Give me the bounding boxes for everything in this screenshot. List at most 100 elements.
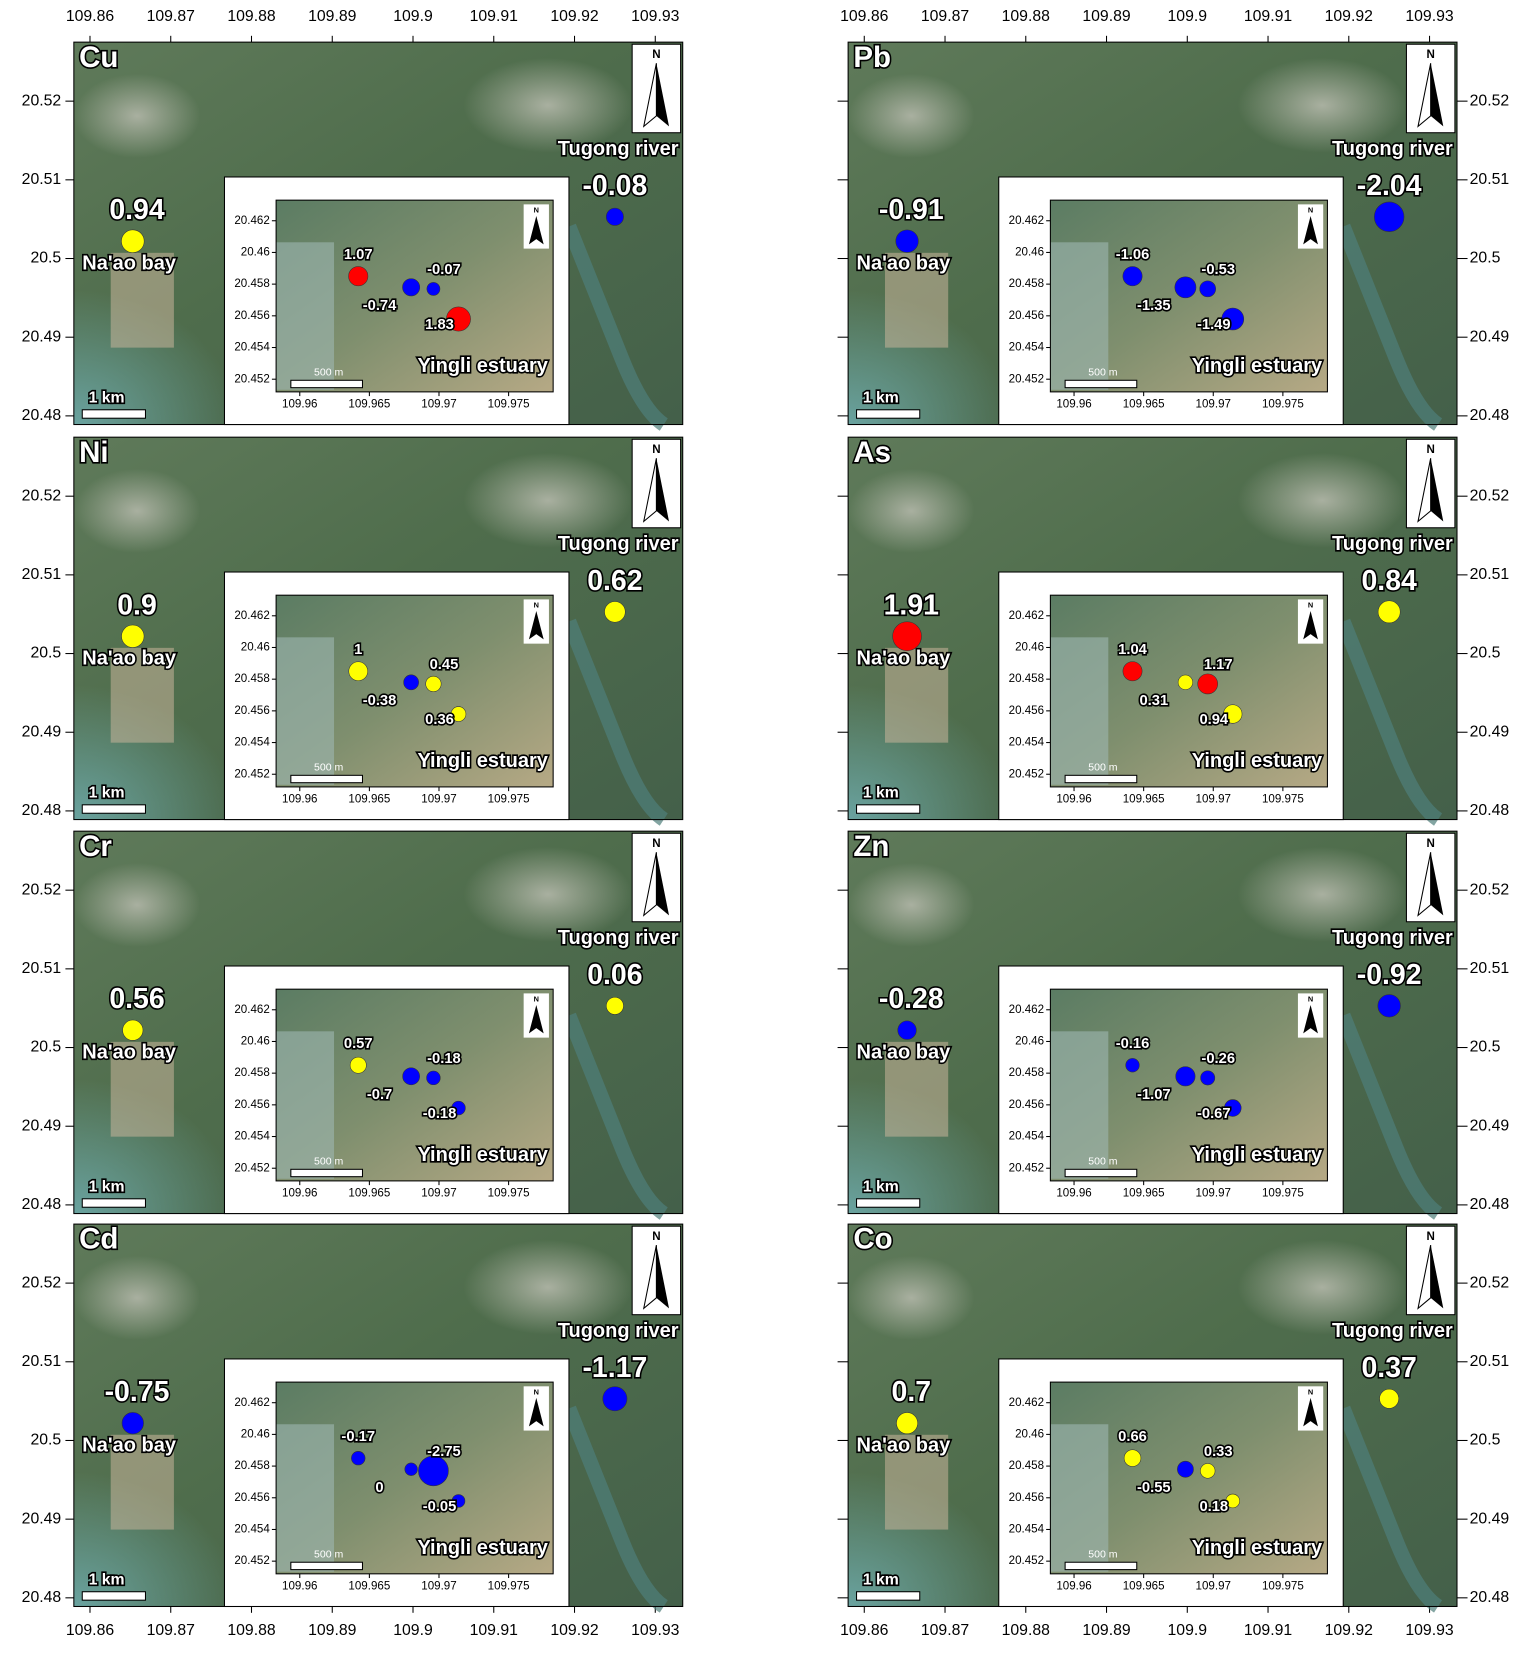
north-arrow xyxy=(1430,1245,1444,1309)
inset-value: 1.83 xyxy=(425,317,454,333)
inset-y-tick-label: 20.452 xyxy=(234,1555,269,1567)
inset-frame xyxy=(275,988,554,1182)
inset-marker xyxy=(446,306,471,332)
inset-value: 1 xyxy=(354,642,362,658)
inset-y-tick-label: 20.454 xyxy=(234,1131,270,1143)
inset-value: -1.35 xyxy=(1137,298,1171,314)
inset-value: 0.45 xyxy=(430,657,459,673)
site-value: 0.37 xyxy=(1361,1352,1416,1384)
inset-title: Yingli estuary xyxy=(1192,1537,1323,1559)
inset-y-tick-label: 20.456 xyxy=(234,310,269,322)
inset-value: -1.06 xyxy=(1116,247,1150,263)
scale-bar xyxy=(81,409,147,419)
x-tick-label: 109.88 xyxy=(1002,8,1051,25)
inset-marker xyxy=(1125,1058,1140,1073)
inset-north-arrow xyxy=(1303,1397,1318,1427)
inset-y-tick-label: 20.46 xyxy=(241,1428,270,1440)
inset-value: 1.04 xyxy=(1118,642,1147,658)
inset-y-tick-label: 20.458 xyxy=(234,1460,269,1472)
town-area xyxy=(463,1239,633,1335)
x-tick-label: 109.92 xyxy=(550,1622,598,1639)
sand-area xyxy=(110,647,174,743)
inset-north-label: N xyxy=(534,995,539,1004)
town-area xyxy=(848,468,975,554)
site-marker xyxy=(604,601,626,623)
site-value: 0.9 xyxy=(117,589,157,621)
inset-marker xyxy=(450,706,467,722)
inset-marker xyxy=(426,282,441,296)
town-area xyxy=(848,73,975,159)
inset-value: -0.07 xyxy=(427,262,461,278)
y-tick-label: 20.5 xyxy=(1470,645,1501,662)
inset-x-tick-label: 109.965 xyxy=(1123,1188,1165,1200)
inset-north-arrow xyxy=(528,1397,544,1427)
sand-area xyxy=(884,1434,949,1530)
inset-y-tick-label: 20.462 xyxy=(234,215,269,227)
inset-y-tick-label: 20.46 xyxy=(241,247,270,259)
inset-y-tick-label: 20.462 xyxy=(234,610,269,622)
inset-title: Yingli estuary xyxy=(1192,355,1323,377)
north-label: N xyxy=(652,444,660,456)
inset-value: 0.94 xyxy=(1199,712,1228,728)
inset-marker xyxy=(451,1100,466,1116)
town-area xyxy=(848,1255,975,1340)
inset-value: -0.26 xyxy=(1201,1051,1235,1067)
inset-y-tick-label: 20.452 xyxy=(234,1162,269,1174)
town-area xyxy=(1237,452,1407,548)
y-tick-label: 20.49 xyxy=(1470,723,1510,740)
site-label: Na'ao bay xyxy=(82,1435,177,1457)
inset-value: -0.38 xyxy=(363,693,397,709)
inset-frame xyxy=(275,199,554,393)
site-marker xyxy=(896,1412,918,1435)
inset-north-label: N xyxy=(534,206,539,215)
inset-frame xyxy=(275,1381,554,1575)
aquaculture-ponds xyxy=(276,1031,335,1179)
y-tick-label: 20.51 xyxy=(22,171,62,188)
site-marker xyxy=(895,229,919,253)
y-tick-label: 20.5 xyxy=(30,645,61,662)
inset-scale-bar xyxy=(1064,1561,1138,1571)
aquaculture-ponds xyxy=(1050,1031,1109,1179)
site-value: 0.56 xyxy=(109,983,164,1015)
town-area xyxy=(1237,846,1407,942)
scale-bar xyxy=(856,804,921,814)
x-tick-label: 109.93 xyxy=(1405,8,1454,25)
inset-marker xyxy=(351,1451,366,1466)
element-label: As xyxy=(853,436,891,469)
map-panel: Cu N 1 km Tugong river 0.94 -0.08 Na'ao bay N Yi… xyxy=(73,39,684,431)
inset-value: -0.67 xyxy=(1197,1106,1231,1122)
inset-scale-label: 500 m xyxy=(314,1549,343,1561)
inset-y-tick-label: 20.46 xyxy=(1015,1036,1044,1048)
element-label: Ni xyxy=(79,436,109,469)
inset-value: 1.07 xyxy=(344,247,373,263)
inset-north-label: N xyxy=(1308,601,1313,610)
site-marker xyxy=(602,1386,628,1412)
inset-x-tick-label: 109.97 xyxy=(421,1188,456,1200)
inset-x-tick-label: 109.975 xyxy=(488,794,530,806)
inset-value: 0.36 xyxy=(425,712,454,728)
inset-scale-bar xyxy=(290,379,364,389)
site-value: -2.04 xyxy=(1357,170,1422,202)
inset-x-tick-label: 109.965 xyxy=(1123,794,1165,806)
river xyxy=(1336,618,1443,826)
y-tick-label: 20.52 xyxy=(1470,1274,1510,1291)
inset-value: 1.17 xyxy=(1204,657,1233,673)
x-tick-label: 109.91 xyxy=(470,8,519,25)
inset-north-label: N xyxy=(1308,206,1313,215)
site-marker xyxy=(1379,1388,1400,1409)
river xyxy=(562,223,669,431)
y-tick-label: 20.51 xyxy=(22,566,62,583)
inset-marker xyxy=(1221,307,1245,331)
inset-y-tick-label: 20.46 xyxy=(1015,1428,1044,1440)
inset-y-tick-label: 20.452 xyxy=(234,373,269,385)
aquaculture-ponds xyxy=(276,637,335,785)
site-marker xyxy=(121,624,145,648)
sand-area xyxy=(884,252,949,348)
inset-x-tick-label: 109.97 xyxy=(1196,1188,1231,1200)
scale-bar xyxy=(856,409,921,419)
site-label: Na'ao bay xyxy=(857,1042,952,1064)
y-tick-label: 20.5 xyxy=(30,1039,61,1056)
inset-y-tick-label: 20.454 xyxy=(234,342,270,354)
site-label: Na'ao bay xyxy=(857,648,952,670)
y-tick-label: 20.52 xyxy=(22,487,62,504)
